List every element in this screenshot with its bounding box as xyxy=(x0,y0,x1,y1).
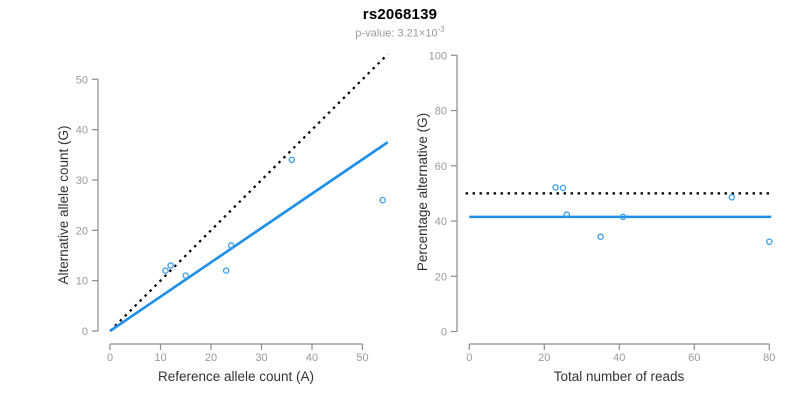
left-plot-allele-counts: Reference allele count (A) Alternative a… xyxy=(56,53,389,384)
figure-header: rs2068139 p-value: 3.21×10-3 xyxy=(0,0,800,40)
y-tick-label: 50 xyxy=(76,74,88,86)
y-tick-label: 80 xyxy=(435,106,447,118)
data-point xyxy=(563,211,571,218)
x-tick-label: 0 xyxy=(107,352,113,364)
fit-line xyxy=(109,141,389,333)
y-tick-label: 40 xyxy=(76,125,88,137)
x-tick-label: 40 xyxy=(306,352,318,364)
y-tick-label: 30 xyxy=(76,175,88,187)
data-point xyxy=(222,267,230,274)
data-point xyxy=(182,272,189,279)
x-tick-label: 30 xyxy=(255,352,267,364)
y-tick-label: 20 xyxy=(435,271,447,283)
y-tick-label: 100 xyxy=(429,50,447,62)
data-point xyxy=(728,194,736,201)
y-tick-label: 40 xyxy=(435,216,447,228)
data-point xyxy=(288,156,296,164)
identity-line xyxy=(109,53,389,332)
y-tick-label: 20 xyxy=(76,225,88,237)
x-tick-label: 50 xyxy=(356,352,368,364)
data-point xyxy=(379,196,386,204)
x-tick-label: 10 xyxy=(154,352,166,364)
x-tick-label: 80 xyxy=(763,352,775,364)
x-tick-label: 40 xyxy=(613,352,625,364)
x-axis-title: Total number of reads xyxy=(554,369,685,384)
y-tick-label: 60 xyxy=(435,161,447,173)
x-tick-label: 20 xyxy=(538,352,550,364)
x-tick-label: 0 xyxy=(466,352,472,364)
data-point xyxy=(619,213,627,221)
data-point xyxy=(552,184,559,191)
right-plot-percentage-alternative: Total number of reads Percentage alterna… xyxy=(415,50,775,384)
p-value-text: p-value: 3.21×10 xyxy=(355,27,438,40)
data-point xyxy=(227,242,235,249)
y-axis-title: Alternative allele count (G) xyxy=(56,125,71,284)
data-point xyxy=(766,238,773,245)
y-axis-title: Percentage alternative (G) xyxy=(415,113,430,271)
data-point xyxy=(559,184,567,192)
data-point xyxy=(162,267,169,274)
x-tick-label: 60 xyxy=(688,352,700,364)
data-point xyxy=(167,262,174,269)
x-axis-title: Reference allele count (A) xyxy=(158,369,314,384)
y-tick-label: 10 xyxy=(76,276,88,288)
p-value-exponent: -3 xyxy=(437,25,445,34)
x-tick-label: 20 xyxy=(205,352,217,364)
figure-title: rs2068139 xyxy=(362,6,438,23)
data-point xyxy=(597,233,604,241)
figure-subtitle: p-value: 3.21×10-3 xyxy=(0,25,800,40)
y-tick-label: 0 xyxy=(441,327,447,339)
y-tick-label: 0 xyxy=(82,326,88,338)
